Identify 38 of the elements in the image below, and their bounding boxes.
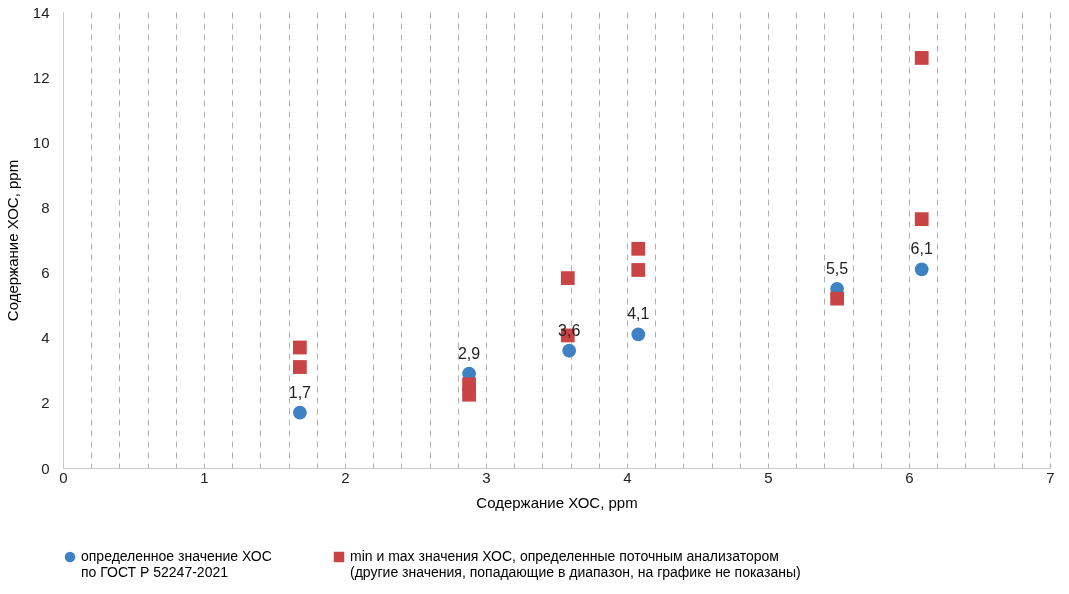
point (462, 387, 476, 402)
point (292, 360, 307, 374)
x-tick-label: 0 (59, 468, 68, 486)
point (562, 343, 577, 358)
x-tick-label: 3 (482, 468, 491, 486)
data-label: 2,9 (457, 344, 481, 362)
point (914, 262, 929, 277)
legend-label: определенное значение ХОС по ГОСТ Р 52247-2021 (81, 548, 272, 580)
x-tick-label: 1 (200, 468, 209, 486)
x-tick-label: 7 (1046, 468, 1055, 486)
point (631, 241, 646, 256)
y-tick-label: 2 (41, 394, 50, 412)
data-label: 1,7 (288, 383, 312, 401)
data-label: 5,5 (825, 259, 849, 277)
point (914, 51, 929, 65)
y-tick-label: 6 (41, 264, 50, 282)
x-tick-label: 6 (905, 468, 914, 486)
point (292, 340, 307, 355)
data-label: 4,1 (627, 305, 650, 323)
x-axis-title: Содержание ХОС, ppm (476, 493, 638, 511)
point (631, 263, 646, 277)
x-tick-label: 2 (341, 468, 350, 486)
y-tick-label: 8 (41, 198, 50, 216)
legend-label: min и max значения ХОС, определенные поточным анализатором (другие значения, попадающие в диапазон, на графике не показаны) (350, 548, 801, 580)
y-tick-label: 4 (41, 329, 50, 347)
point (914, 212, 929, 227)
point (560, 271, 575, 285)
point (631, 327, 646, 342)
y-axis-title: Содержание ХОС, ppm (3, 159, 21, 322)
x-tick-label: 4 (623, 468, 632, 486)
data-label: 3,6 (558, 321, 581, 339)
y-tick-label: 10 (32, 133, 50, 151)
y-tick-label: 14 (32, 3, 50, 21)
data-label: 6,1 (910, 240, 933, 258)
y-tick-label: 12 (32, 68, 50, 86)
point (292, 405, 307, 420)
point (830, 291, 844, 306)
x-tick-label: 5 (764, 468, 773, 486)
